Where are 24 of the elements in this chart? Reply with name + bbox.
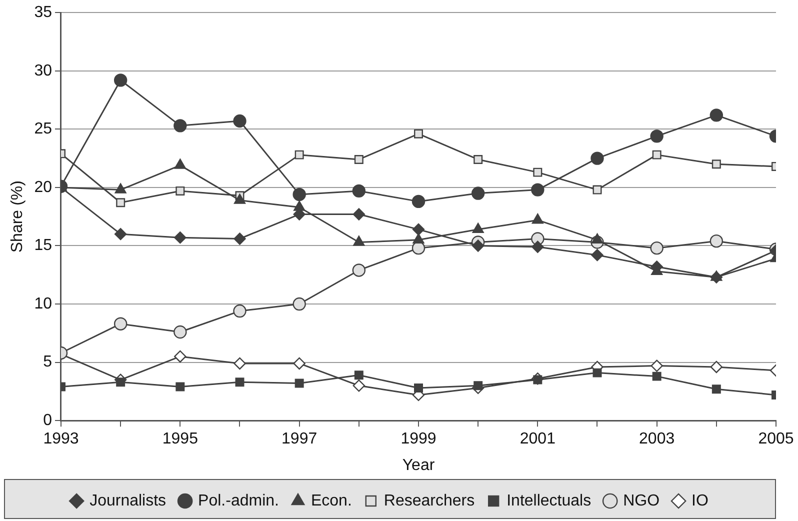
x-tick-label: 2001	[520, 430, 556, 448]
y-tick-label: 5	[43, 354, 52, 371]
legend-label: NGO	[623, 492, 660, 510]
x-axis-title: Year	[402, 456, 436, 474]
legend-label: Pol.-admin.	[198, 492, 279, 510]
y-tick-label: 0	[43, 412, 52, 430]
x-tick-label: 2003	[639, 430, 675, 448]
y-tick-label: 30	[34, 62, 52, 80]
legend-label: Journalists	[90, 492, 166, 510]
y-tick-label: 35	[34, 4, 52, 22]
x-tick-label: 1999	[400, 430, 436, 448]
legend-label: Researchers	[384, 492, 475, 510]
y-tick-label: 15	[34, 237, 52, 254]
legend-label: Econ.	[310, 492, 352, 510]
x-tick-label: 2005	[758, 430, 794, 448]
legend-label: IO	[692, 492, 708, 510]
y-tick-label: 20	[34, 178, 52, 196]
y-tick-label: 25	[34, 120, 52, 138]
x-tick-label: 1993	[43, 430, 79, 448]
x-tick-label: 1995	[162, 430, 198, 448]
x-tick-label: 1997	[282, 430, 318, 448]
legend-label: Intellectuals	[506, 492, 592, 510]
y-tick-label: 10	[34, 295, 52, 312]
y-axis-title: Share (%)	[9, 180, 26, 253]
